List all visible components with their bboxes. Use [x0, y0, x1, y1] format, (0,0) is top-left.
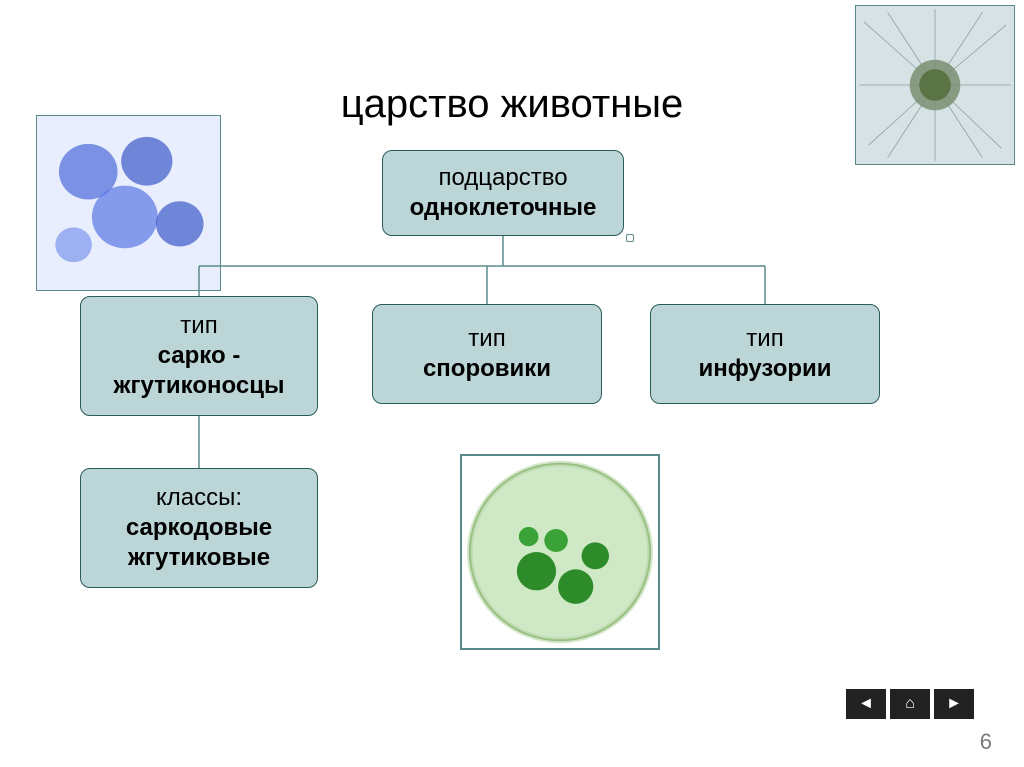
micrograph-bottom: [460, 454, 660, 650]
chevron-right-icon: ►: [946, 695, 962, 713]
node-classes-line2: саркодовые: [126, 513, 272, 543]
node-type1-line3: жгутиконосцы: [114, 371, 285, 401]
nav-home-button[interactable]: ⌂: [890, 689, 930, 719]
node-classes: классы: саркодовые жгутиковые: [80, 468, 318, 588]
nav-next-button[interactable]: ►: [934, 689, 974, 719]
node-type2-line2: споровики: [423, 354, 551, 384]
node-type3-line2: инфузории: [698, 354, 831, 384]
node-root-line2: одноклеточные: [410, 193, 597, 223]
node-type1-line1: тип: [180, 311, 217, 341]
node-classes-line1: классы:: [156, 483, 242, 513]
node-classes-line3: жгутиковые: [128, 543, 270, 573]
node-type2-line1: тип: [468, 324, 505, 354]
node-type3: тип инфузории: [650, 304, 880, 404]
node-root: подцарство одноклеточные: [382, 150, 624, 236]
edit-handle: [626, 234, 634, 242]
slide-title: царство животные: [0, 82, 1024, 127]
node-root-line1: подцарство: [438, 163, 567, 193]
node-type1: тип сарко - жгутиконосцы: [80, 296, 318, 416]
page-number: 6: [980, 729, 992, 755]
node-type1-line2: сарко -: [158, 341, 241, 371]
nav-prev-button[interactable]: ◄: [846, 689, 886, 719]
chevron-left-icon: ◄: [858, 695, 874, 713]
micrograph-top-left: [36, 115, 221, 291]
node-type3-line1: тип: [746, 324, 783, 354]
home-icon: ⌂: [905, 695, 915, 713]
node-type2: тип споровики: [372, 304, 602, 404]
